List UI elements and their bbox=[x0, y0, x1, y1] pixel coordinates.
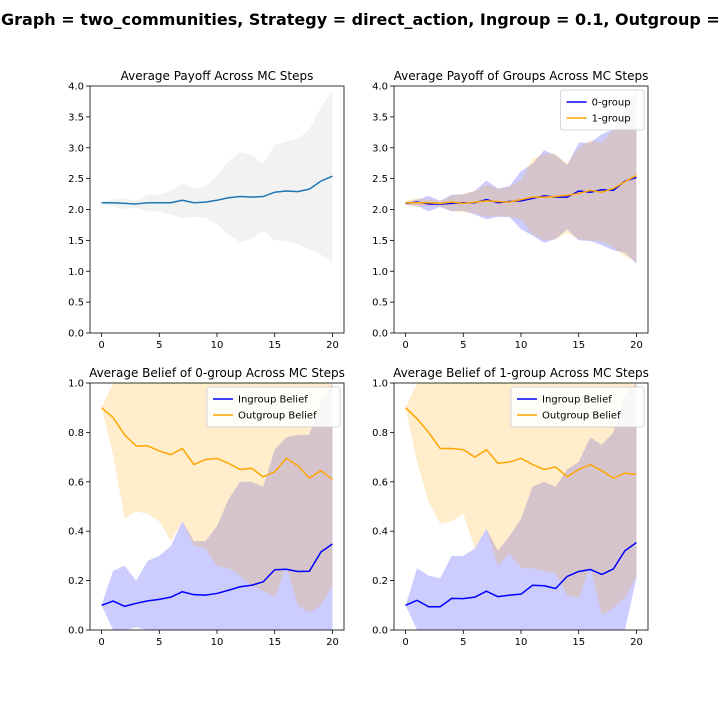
belief-0-group-panel: Average Belief of 0-group Across MC Step… bbox=[68, 366, 345, 648]
payoff-x-tick-label-0: 0 bbox=[98, 340, 104, 351]
belief-0-group-series-0-band bbox=[101, 383, 333, 630]
payoff-x-tick-label-2: 10 bbox=[211, 340, 224, 351]
group-payoff-x-tick-label-2: 10 bbox=[515, 340, 528, 351]
belief-1-group-y-tick-label-2: 0.4 bbox=[372, 527, 388, 538]
belief-0-group-x-tick-label-0: 0 bbox=[98, 637, 104, 648]
payoff-y-tick-label-0: 0.0 bbox=[68, 329, 84, 340]
payoff-y-tick-label-4: 2.0 bbox=[68, 205, 84, 216]
belief-0-group-y-tick-label-4: 0.8 bbox=[68, 428, 84, 439]
belief-0-group-y-tick-label-3: 0.6 bbox=[68, 477, 84, 488]
group-payoff-y-tick-label-0: 0.0 bbox=[372, 329, 388, 340]
belief-1-group-y-tick-label-3: 0.6 bbox=[372, 477, 388, 488]
group-payoff-y-tick-label-8: 4.0 bbox=[372, 82, 388, 93]
group-payoff-legend: 0-group 1-group bbox=[560, 89, 645, 131]
payoff-y-tick-label-7: 3.5 bbox=[68, 112, 84, 123]
belief-0-group-x-tick-label-2: 10 bbox=[211, 637, 224, 648]
group-payoff-plot-area bbox=[405, 90, 637, 264]
group-payoff-y-tick-label-1: 0.5 bbox=[372, 298, 388, 309]
belief-0-group-panel-title: Average Belief of 0-group Across MC Step… bbox=[89, 366, 345, 380]
belief-1-group-plot-area bbox=[405, 383, 637, 630]
belief-0-group-y-tick-label-5: 1.0 bbox=[68, 379, 84, 390]
group-payoff-x-tick-label-0: 0 bbox=[402, 340, 408, 351]
group-payoff-series-0-line bbox=[405, 176, 637, 205]
belief-1-group-y-tick-label-4: 0.8 bbox=[372, 428, 388, 439]
belief-0-group-legend: Ingroup Belief Outgroup Belief bbox=[206, 386, 341, 428]
belief-0-group-legend-box bbox=[206, 386, 341, 428]
payoff-y-tick-label-5: 2.5 bbox=[68, 174, 84, 185]
group-payoff-x-tick-label-4: 20 bbox=[630, 340, 643, 351]
payoff-y-tick-label-1: 0.5 bbox=[68, 298, 84, 309]
payoff-y-tick-label-2: 1.0 bbox=[68, 267, 84, 278]
group-payoff-y-tick-label-7: 3.5 bbox=[372, 112, 388, 123]
payoff-y-tick-label-3: 1.5 bbox=[68, 236, 84, 247]
belief-0-group-legend-label-0: Ingroup Belief bbox=[238, 395, 308, 406]
belief-0-group-series-1-band bbox=[101, 383, 333, 613]
belief-1-group-series-0-line bbox=[405, 541, 637, 608]
payoff-x-tick-label-1: 5 bbox=[156, 340, 162, 351]
belief-1-group-legend-label-1: Outgroup Belief bbox=[542, 411, 621, 422]
belief-1-group-legend-box bbox=[510, 386, 645, 428]
belief-0-group-x-tick-label-4: 20 bbox=[326, 637, 339, 648]
belief-1-group-y-tick-label-1: 0.2 bbox=[372, 576, 388, 587]
belief-0-group-legend-label-1: Outgroup Belief bbox=[238, 411, 317, 422]
payoff-y-tick-label-6: 3.0 bbox=[68, 143, 84, 154]
group-payoff-x-tick-label-3: 15 bbox=[572, 340, 585, 351]
group-payoff-legend-label-1: 1-group bbox=[592, 114, 631, 125]
belief-1-group-y-tick-label-0: 0.0 bbox=[372, 626, 388, 637]
belief-1-group-legend-label-0: Ingroup Belief bbox=[542, 395, 612, 406]
group-payoff-panel-title: Average Payoff of Groups Across MC Steps bbox=[394, 69, 649, 83]
belief-0-group-x-tick-label-1: 5 bbox=[156, 637, 162, 648]
group-payoff-y-tick-label-6: 3.0 bbox=[372, 143, 388, 154]
group-payoff-series-1-band bbox=[405, 90, 637, 262]
belief-1-group-panel: Average Belief of 1-group Across MC Step… bbox=[372, 366, 649, 648]
group-payoff-legend-box bbox=[560, 89, 645, 131]
group-payoff-panel: Average Payoff of Groups Across MC Steps… bbox=[372, 69, 649, 351]
group-payoff-y-tick-label-5: 2.5 bbox=[372, 174, 388, 185]
belief-1-group-x-tick-label-4: 20 bbox=[630, 637, 643, 648]
belief-1-group-series-1-line bbox=[405, 407, 637, 479]
payoff-x-tick-label-4: 20 bbox=[326, 340, 339, 351]
group-payoff-y-tick-label-2: 1.0 bbox=[372, 267, 388, 278]
belief-1-group-x-tick-label-0: 0 bbox=[402, 637, 408, 648]
payoff-panel: Average Payoff Across MC Steps 0 5 10 15 20 0… bbox=[68, 69, 345, 351]
group-payoff-series-1-line bbox=[405, 174, 637, 205]
belief-0-group-series-1-line bbox=[101, 407, 333, 480]
belief-1-group-x-tick-label-2: 10 bbox=[515, 637, 528, 648]
figure-suptitle: Graph = two_communities, Strategy = dire… bbox=[1, 10, 720, 29]
group-payoff-legend-label-0: 0-group bbox=[592, 98, 631, 109]
belief-1-group-series-0-band bbox=[405, 383, 637, 630]
belief-1-group-y-tick-label-5: 1.0 bbox=[372, 379, 388, 390]
belief-0-group-series-0-line bbox=[101, 543, 333, 608]
group-payoff-y-tick-label-4: 2.0 bbox=[372, 205, 388, 216]
group-payoff-y-tick-label-3: 1.5 bbox=[372, 236, 388, 247]
belief-0-group-y-tick-label-2: 0.4 bbox=[68, 527, 84, 538]
payoff-series-0-band bbox=[101, 90, 333, 263]
belief-0-group-y-tick-label-1: 0.2 bbox=[68, 576, 84, 587]
belief-1-group-panel-title: Average Belief of 1-group Across MC Step… bbox=[393, 366, 649, 380]
belief-1-group-legend: Ingroup Belief Outgroup Belief bbox=[510, 386, 645, 428]
belief-0-group-x-tick-label-3: 15 bbox=[268, 637, 281, 648]
payoff-panel-title: Average Payoff Across MC Steps bbox=[121, 69, 314, 83]
group-payoff-series-0-band bbox=[405, 90, 637, 264]
belief-1-group-x-tick-label-1: 5 bbox=[460, 637, 466, 648]
payoff-plot-area bbox=[101, 90, 333, 263]
belief-0-group-plot-area bbox=[101, 383, 333, 630]
payoff-x-tick-label-3: 15 bbox=[268, 340, 281, 351]
payoff-y-tick-label-8: 4.0 bbox=[68, 82, 84, 93]
belief-1-group-series-1-band bbox=[405, 383, 637, 616]
payoff-series-0-line bbox=[101, 175, 333, 205]
belief-1-group-x-tick-label-3: 15 bbox=[572, 637, 585, 648]
group-payoff-x-tick-label-1: 5 bbox=[460, 340, 466, 351]
belief-0-group-y-tick-label-0: 0.0 bbox=[68, 626, 84, 637]
